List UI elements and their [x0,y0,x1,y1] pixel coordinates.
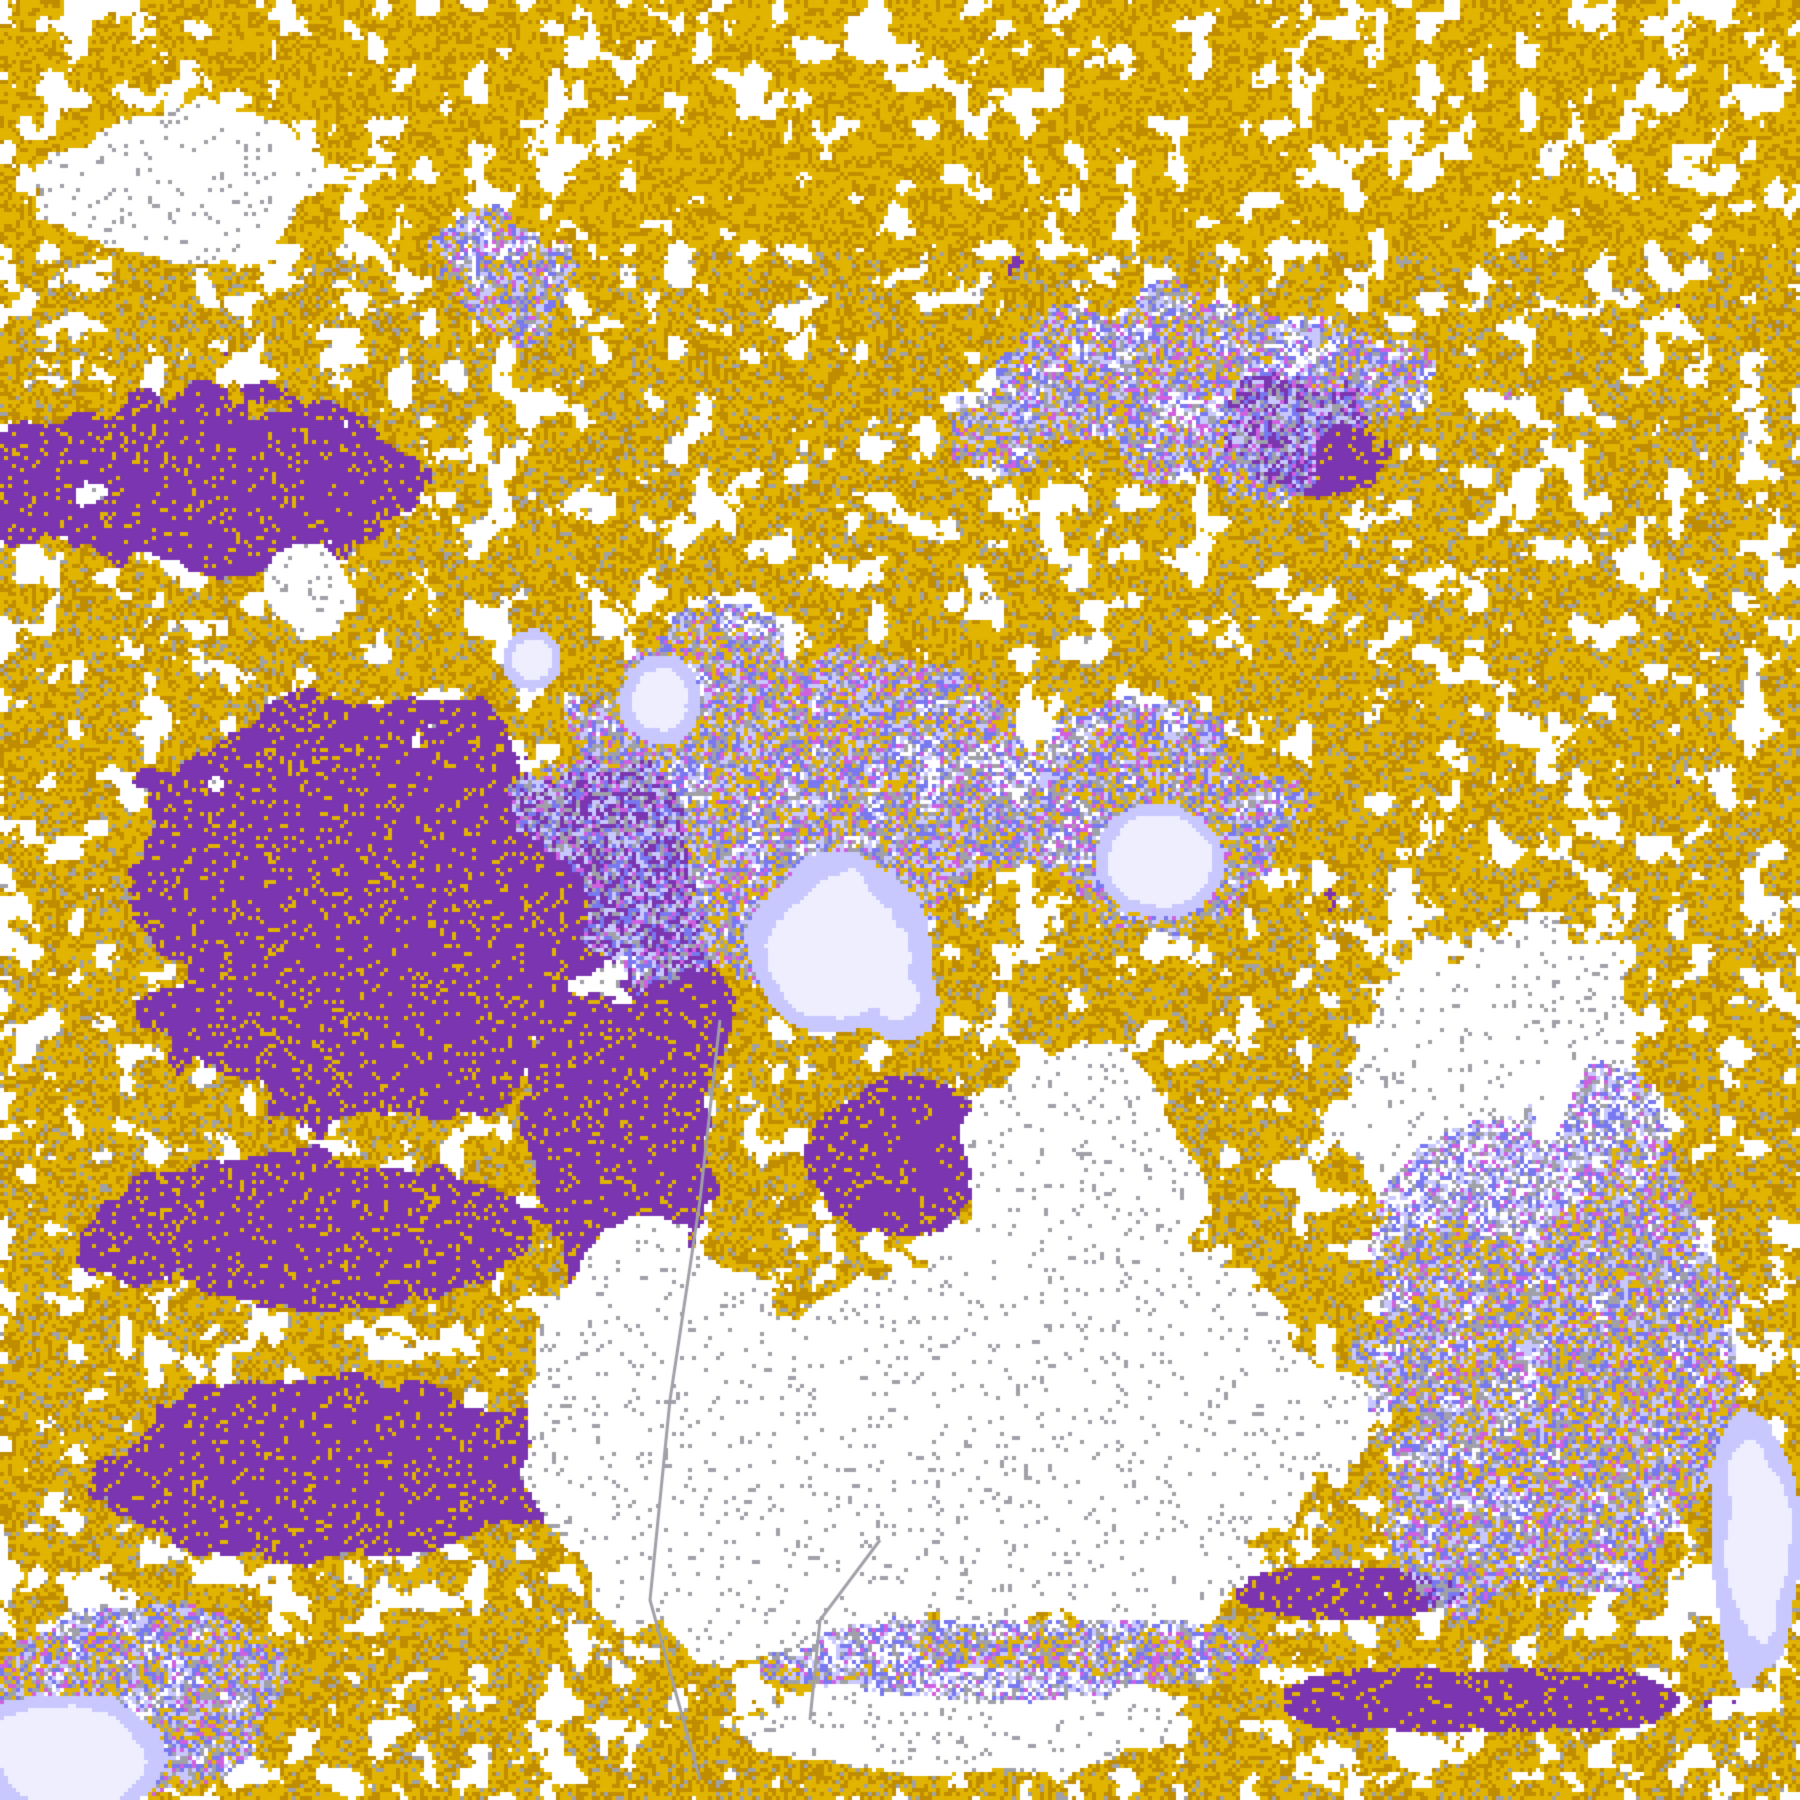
satellite-cloud-map [0,0,1800,1800]
